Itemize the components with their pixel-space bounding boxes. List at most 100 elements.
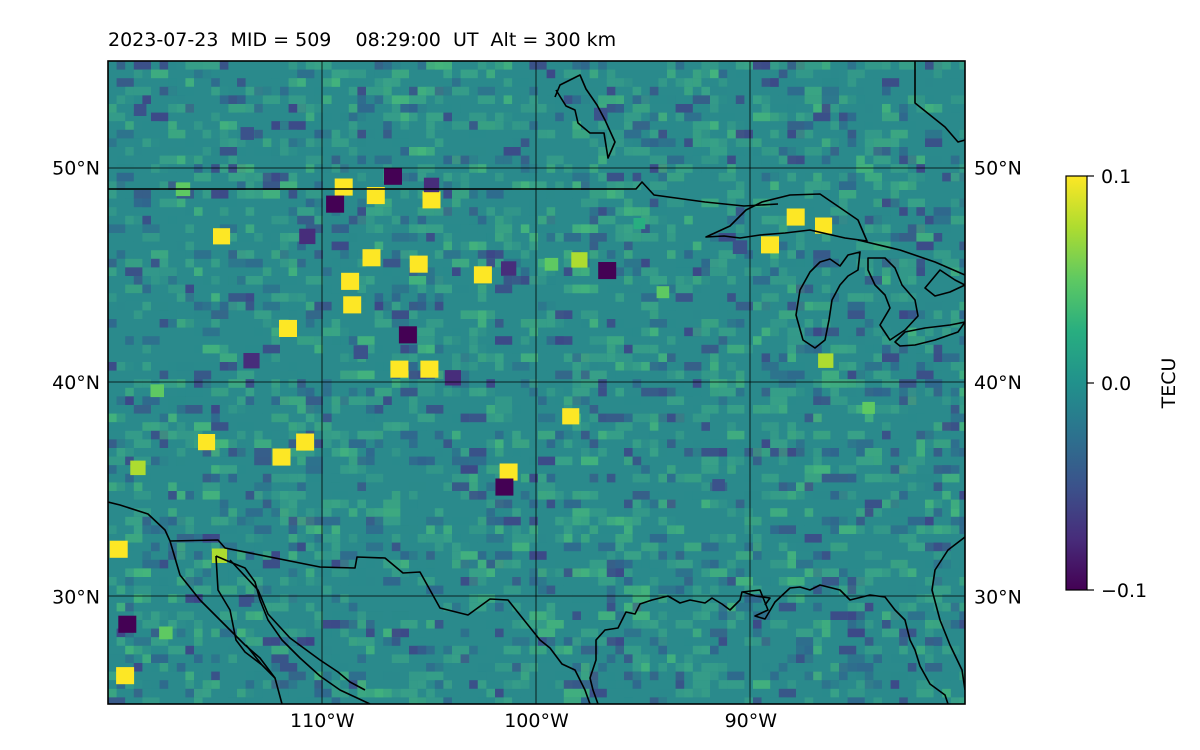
tec-pixel: [228, 301, 246, 311]
tec-pixel: [477, 233, 487, 242]
tec-pixel: [288, 362, 298, 371]
tec-pixel: [624, 688, 642, 698]
tec-pixel: [718, 379, 728, 388]
tec-pixel: [176, 663, 186, 672]
tec-pixel: [254, 456, 272, 466]
tec-pixel: [675, 594, 685, 603]
tec-pixel: [237, 663, 255, 672]
tec-pixel: [959, 198, 965, 208]
tec-pixel: [245, 620, 263, 629]
tec-pixel: [563, 688, 581, 698]
tec-pixel: [331, 680, 341, 689]
tec-pixel: [864, 172, 882, 182]
tec-pixel: [890, 190, 900, 199]
tec-pixel: [701, 456, 719, 466]
tec-pixel: [667, 499, 676, 509]
tec-pixel: [219, 379, 229, 388]
tec-pixel: [727, 353, 736, 362]
tec-pixel: [546, 301, 556, 311]
tec-pixel: [624, 456, 633, 466]
tec-pixel: [649, 284, 659, 294]
tec-anomaly: [133, 104, 147, 116]
tec-pixel: [366, 525, 384, 534]
tec-pixel: [477, 594, 495, 603]
tec-pixel: [185, 387, 203, 397]
tec-pixel: [933, 224, 951, 233]
tec-pixel: [770, 430, 779, 440]
tec-pixel: [615, 164, 624, 173]
tec-pixel: [219, 456, 229, 466]
tec-pixel: [761, 516, 779, 526]
tec-pixel: [280, 181, 298, 190]
tec-anomaly: [656, 286, 670, 299]
tec-pixel: [735, 663, 745, 672]
tec-pixel: [727, 430, 745, 440]
hudson-bay-coast: [554, 74, 616, 159]
tec-pixel: [546, 267, 564, 276]
tec-pixel: [443, 680, 452, 689]
tec-pixel: [589, 688, 607, 698]
tec-anomaly: [130, 460, 146, 476]
tec-pixel: [495, 353, 504, 362]
tec-pixel: [546, 473, 556, 483]
tec-pixel: [366, 95, 375, 104]
tec-pixel: [821, 336, 831, 345]
tec-pixel: [469, 594, 478, 603]
tec-pixel: [142, 147, 151, 156]
tec-pixel: [796, 499, 805, 509]
tec-pixel: [357, 104, 375, 113]
tec-pixel: [718, 344, 728, 354]
tec-pixel: [400, 362, 418, 371]
tec-pixel: [787, 327, 805, 337]
tec-pixel: [495, 559, 504, 569]
tec-pixel: [546, 69, 556, 79]
tec-pixel: [374, 155, 392, 165]
tec-pixel: [383, 516, 401, 526]
tec-pixel: [770, 276, 779, 285]
tec-pixel: [503, 215, 521, 225]
tec-pixel: [796, 344, 814, 354]
tec-pixel: [237, 577, 246, 586]
tec-pixel: [202, 499, 220, 509]
tec-pixel: [374, 663, 392, 672]
tec-pixel: [632, 233, 642, 242]
tec-pixel: [142, 224, 160, 233]
tec-pixel: [873, 671, 891, 681]
tec-pixel: [787, 370, 805, 380]
tec-anomaly: [594, 107, 608, 121]
tec-pixel: [744, 319, 762, 328]
tec-pixel: [452, 430, 461, 440]
tec-pixel: [529, 224, 547, 233]
tec-pixel: [297, 422, 306, 431]
tec-pixel: [796, 112, 814, 122]
tec-pixel: [237, 276, 246, 285]
tec-pixel: [348, 147, 358, 156]
tec-pixel: [452, 284, 470, 294]
tec-pixel: [357, 121, 375, 130]
tec-pixel: [942, 688, 951, 698]
tec-pixel: [202, 534, 220, 543]
tec-pixel: [615, 645, 624, 655]
tec-pixel: [125, 293, 143, 302]
tec-pixel: [340, 78, 358, 87]
tec-pixel: [675, 482, 685, 491]
tec-pixel: [538, 405, 547, 414]
tec-pixel: [873, 508, 882, 517]
tec-pixel: [735, 181, 745, 190]
tec-pixel: [907, 198, 925, 208]
tec-pixel: [503, 61, 513, 70]
tec-pixel: [495, 697, 504, 704]
tec-pixel: [460, 542, 470, 552]
tec-pixel: [821, 473, 839, 483]
tec-pixel: [615, 78, 633, 87]
tec-pixel: [271, 293, 289, 302]
tec-pixel: [237, 224, 246, 233]
tec-pixel: [658, 611, 667, 620]
tec-pixel: [813, 491, 831, 500]
tec-pixel: [228, 645, 246, 655]
tec-pixel: [563, 499, 581, 509]
tec-pixel: [710, 69, 719, 79]
tec-pixel: [624, 396, 642, 405]
tec-pixel: [950, 697, 965, 704]
tec-pixel: [460, 628, 470, 638]
